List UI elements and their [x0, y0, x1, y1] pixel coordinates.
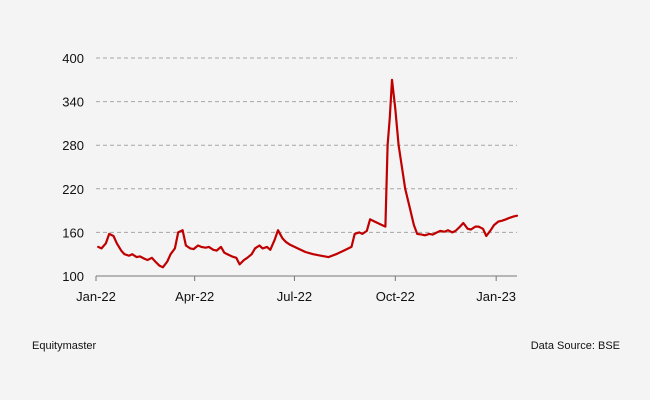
- y-tick-label: 400: [62, 51, 84, 66]
- series-line: [97, 78, 519, 269]
- y-tick-label: 160: [62, 225, 84, 240]
- x-tick-label: Jul-22: [277, 289, 312, 304]
- gridlines: [96, 57, 517, 233]
- series-layer: [97, 78, 519, 269]
- x-axis: Jan-22 Apr-22 Jul-22 Oct-22 Jan-23: [76, 275, 517, 304]
- x-tick-label: Oct-22: [376, 289, 415, 304]
- x-tick-label: Jan-23: [476, 289, 516, 304]
- y-axis-tick-labels: 100 160 220 280 340 400: [62, 51, 84, 284]
- line-chart: 100 160 220 280 340 400 Jan-22 Apr-22 Jul-22 Oct…: [62, 51, 519, 304]
- footer-source-label: Data Source: BSE: [530, 340, 620, 352]
- footer-brand-label: Equitymaster: [32, 340, 97, 352]
- x-tick-label: Jan-22: [76, 289, 116, 304]
- y-tick-label: 280: [62, 138, 84, 153]
- y-tick-label: 100: [62, 269, 84, 284]
- y-tick-label: 220: [62, 182, 84, 197]
- x-tick-label: Apr-22: [175, 289, 214, 304]
- y-tick-label: 340: [62, 95, 84, 110]
